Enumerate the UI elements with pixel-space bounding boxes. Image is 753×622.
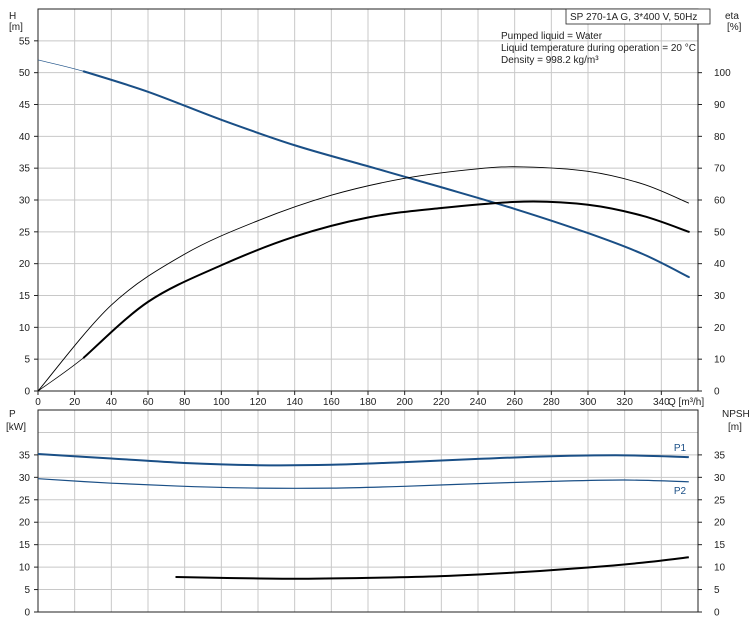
left-axis-tick-label: 5 xyxy=(24,355,30,366)
left-axis-tick-label: 35 xyxy=(19,164,31,175)
x-axis-tick-label: 180 xyxy=(360,397,377,408)
x-axis-tick-label: 220 xyxy=(433,397,450,408)
npsh-axis-tick-label: 10 xyxy=(714,563,726,574)
npsh-curve xyxy=(175,556,689,580)
efficiency-curve xyxy=(82,200,690,359)
p1-series-label: P1 xyxy=(674,443,687,454)
left-axis-tick-label: 20 xyxy=(19,259,31,270)
left-axis-tick-label: 0 xyxy=(24,387,30,398)
p2-curve xyxy=(37,478,689,489)
title-box-text: SP 270-1A G, 3*400 V, 50Hz xyxy=(570,12,697,23)
npsh-axis-tick-label: 20 xyxy=(714,518,726,529)
left-axis-tick-label: 55 xyxy=(19,36,31,47)
info-box: SP 270-1A G, 3*400 V, 50Hz Pumped liquid… xyxy=(501,8,711,66)
bottom-plot-frame xyxy=(37,409,699,613)
right-axis-tick-label: 10 xyxy=(714,355,726,366)
p2-series-label: P2 xyxy=(674,486,687,497)
x-axis-tick-label: 120 xyxy=(250,397,267,408)
npsh-axis-tick-label: 25 xyxy=(714,495,726,506)
npsh-axis-tick-label: 5 xyxy=(714,585,720,596)
right-axis-tick-label: 60 xyxy=(714,196,726,207)
power-npsh-panel: 0 0 5 5 10 10 15 15 20 20 25 25 30 30 35 35 P [kW] NPSH [m]… xyxy=(6,409,750,619)
right-axis-tick-label: 90 xyxy=(714,100,726,111)
x-axis-tick-label: 300 xyxy=(580,397,597,408)
x-axis-label: Q [m³/h] xyxy=(668,397,704,408)
npsh-axis-tick-label: 0 xyxy=(714,608,720,619)
right-axis-tick-label: 50 xyxy=(714,227,726,238)
x-axis-tick-label: 0 xyxy=(35,397,41,408)
x-axis-tick-label: 320 xyxy=(616,397,633,408)
left-axis-tick-label: 25 xyxy=(19,227,31,238)
right-axis-tick-label: 80 xyxy=(714,132,726,143)
info-temperature: Liquid temperature during operation = 20… xyxy=(501,43,696,54)
power-axis-tick-label: 5 xyxy=(24,585,30,596)
left-axis-unit: [m] xyxy=(9,22,23,33)
power-axis-label: P xyxy=(9,409,16,420)
efficiency-curve-leader xyxy=(37,201,689,392)
x-axis-tick-label: 20 xyxy=(69,397,81,408)
power-axis-unit: [kW] xyxy=(6,422,26,433)
power-axis-tick-label: 15 xyxy=(19,540,31,551)
right-axis-tick-label: 70 xyxy=(714,164,726,175)
power-axis-tick-label: 20 xyxy=(19,518,31,529)
left-axis-tick-label: 15 xyxy=(19,291,31,302)
right-axis-unit: [%] xyxy=(727,22,742,33)
right-axis-tick-label: 20 xyxy=(714,323,726,334)
x-axis-tick-label: 40 xyxy=(106,397,118,408)
left-axis-tick-label: 40 xyxy=(19,132,31,143)
left-axis-tick-label: 50 xyxy=(19,68,31,79)
x-axis-tick-label: 100 xyxy=(213,397,230,408)
power-axis-tick-label: 30 xyxy=(19,473,31,484)
x-axis-tick-label: 80 xyxy=(179,397,191,408)
x-axis-tick-label: 240 xyxy=(470,397,487,408)
title-box-frame xyxy=(565,8,711,25)
npsh-axis-tick-label: 15 xyxy=(714,540,726,551)
x-axis-tick-label: 200 xyxy=(396,397,413,408)
info-liquid: Pumped liquid = Water xyxy=(501,31,603,42)
left-axis-tick-label: 10 xyxy=(19,323,31,334)
head-efficiency-panel: 0 5 10 15 20 25 30 35 40 45 50 55 0 10 20 30 40 50 60 70 80 9… xyxy=(9,8,742,408)
right-axis-label: eta xyxy=(725,11,739,22)
p1-curve xyxy=(37,452,689,467)
power-axis-tick-label: 10 xyxy=(19,563,31,574)
right-axis-tick-label: 30 xyxy=(714,291,726,302)
right-axis-tick-label: 0 xyxy=(714,387,720,398)
power-axis-tick-label: 25 xyxy=(19,495,31,506)
left-axis-label: H xyxy=(9,11,16,22)
info-density: Density = 998.2 kg/m³ xyxy=(501,55,599,66)
power-axis-tick-label: 35 xyxy=(19,450,31,461)
x-axis-tick-label: 60 xyxy=(142,397,154,408)
left-axis-tick-label: 30 xyxy=(19,196,31,207)
x-axis-tick-label: 140 xyxy=(286,397,303,408)
head-curve xyxy=(82,70,690,279)
npsh-axis-label: NPSH xyxy=(722,409,750,420)
x-axis-tick-label: 280 xyxy=(543,397,560,408)
x-axis-tick-label: 260 xyxy=(506,397,523,408)
right-axis-tick-label: 40 xyxy=(714,259,726,270)
efficiency-curve-thin xyxy=(37,166,690,392)
x-axis-tick-label: 340 xyxy=(653,397,670,408)
npsh-axis-unit: [m] xyxy=(728,422,742,433)
power-axis-tick-label: 0 xyxy=(24,608,30,619)
npsh-axis-tick-label: 35 xyxy=(714,450,726,461)
right-axis-tick-label: 100 xyxy=(714,68,731,79)
x-axis-tick-label: 160 xyxy=(323,397,340,408)
npsh-axis-tick-label: 30 xyxy=(714,473,726,484)
left-axis-tick-label: 45 xyxy=(19,100,31,111)
